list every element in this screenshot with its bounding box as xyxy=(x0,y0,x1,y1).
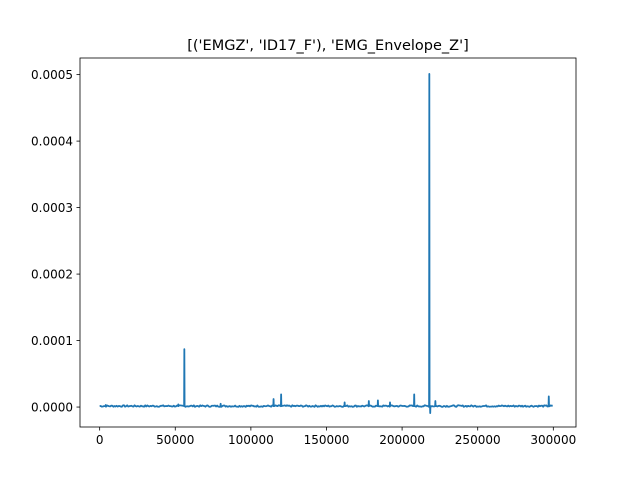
chart-title: [('EMGZ', 'ID17_F'), 'EMG_Envelope_Z'] xyxy=(187,38,469,54)
x-tick-label: 150000 xyxy=(304,433,350,447)
x-tick-label: 0 xyxy=(96,433,104,447)
y-tick-label: 0.0005 xyxy=(31,68,73,82)
x-tick-label: 300000 xyxy=(530,433,576,447)
y-tick-label: 0.0003 xyxy=(31,201,73,215)
axes-frame xyxy=(79,57,577,428)
y-tick-label: 0.0001 xyxy=(31,334,73,348)
x-tick-label: 100000 xyxy=(228,433,274,447)
x-tick-label: 250000 xyxy=(455,433,501,447)
y-tick-label: 0.0004 xyxy=(31,134,73,148)
x-tick-label: 50000 xyxy=(156,433,194,447)
x-tick-label: 200000 xyxy=(379,433,425,447)
y-tick-label: 0.0000 xyxy=(31,400,73,414)
series-line xyxy=(99,73,553,414)
x-axis: 0 50000 100000 150000 200000 250000 300000 xyxy=(96,427,576,447)
y-axis: 0.0000 0.0001 0.0002 0.0003 0.0004 0.0005 xyxy=(31,68,80,414)
y-tick-label: 0.0002 xyxy=(31,267,73,281)
